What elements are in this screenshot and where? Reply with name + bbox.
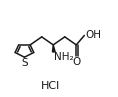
Text: HCl: HCl	[41, 81, 61, 91]
Text: NH₂: NH₂	[54, 52, 74, 62]
Text: O: O	[72, 57, 80, 67]
Polygon shape	[52, 45, 55, 52]
Text: OH: OH	[85, 30, 101, 40]
Text: S: S	[21, 58, 28, 68]
